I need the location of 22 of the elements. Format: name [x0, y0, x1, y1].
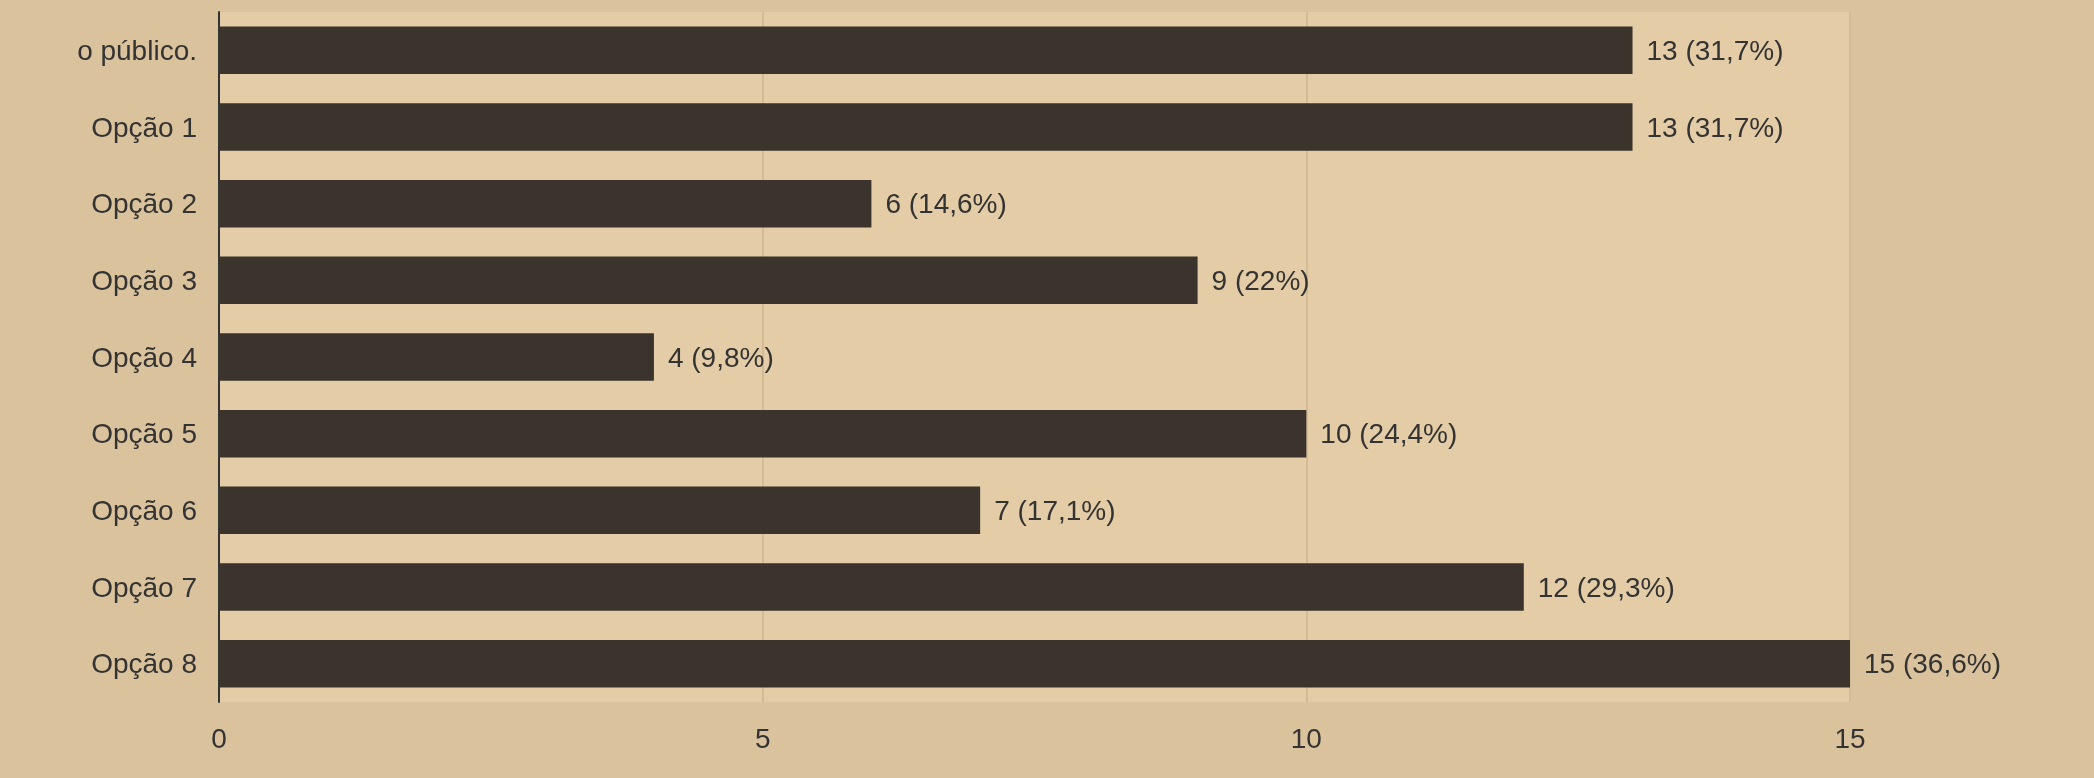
y-tick-label: Opção 6 [91, 494, 197, 526]
x-tick-label: 10 [1290, 722, 1322, 754]
data-label: 6 (14,6%) [885, 188, 1007, 220]
y-tick-label: Opção 3 [91, 264, 197, 296]
data-label: 15 (36,6%) [1864, 648, 2001, 680]
y-tick-label: Opção 5 [91, 418, 197, 450]
data-label: 12 (29,3%) [1537, 571, 1675, 603]
data-label: 13 (31,7%) [1646, 34, 1784, 66]
y-tick-label: Opção 8 [91, 648, 197, 680]
data-label: 13 (31,7%) [1646, 111, 1784, 143]
y-tick-label: Opção 1 [91, 111, 197, 143]
x-tick-label: 0 [211, 722, 227, 754]
y-tick-label: o público. [77, 34, 197, 66]
data-label: 9 (22%) [1211, 264, 1310, 296]
data-label: 10 (24,4%) [1320, 418, 1458, 450]
x-tick-label: 5 [754, 722, 771, 754]
y-tick-label: Opção 7 [91, 571, 197, 603]
y-tick-label: Opção 2 [91, 188, 197, 220]
y-tick-label: Opção 4 [91, 341, 197, 373]
data-label: 7 (17,1%) [994, 494, 1116, 526]
x-tick-label: 15 [1834, 722, 1866, 754]
data-label: 4 (9,8%) [667, 341, 774, 373]
